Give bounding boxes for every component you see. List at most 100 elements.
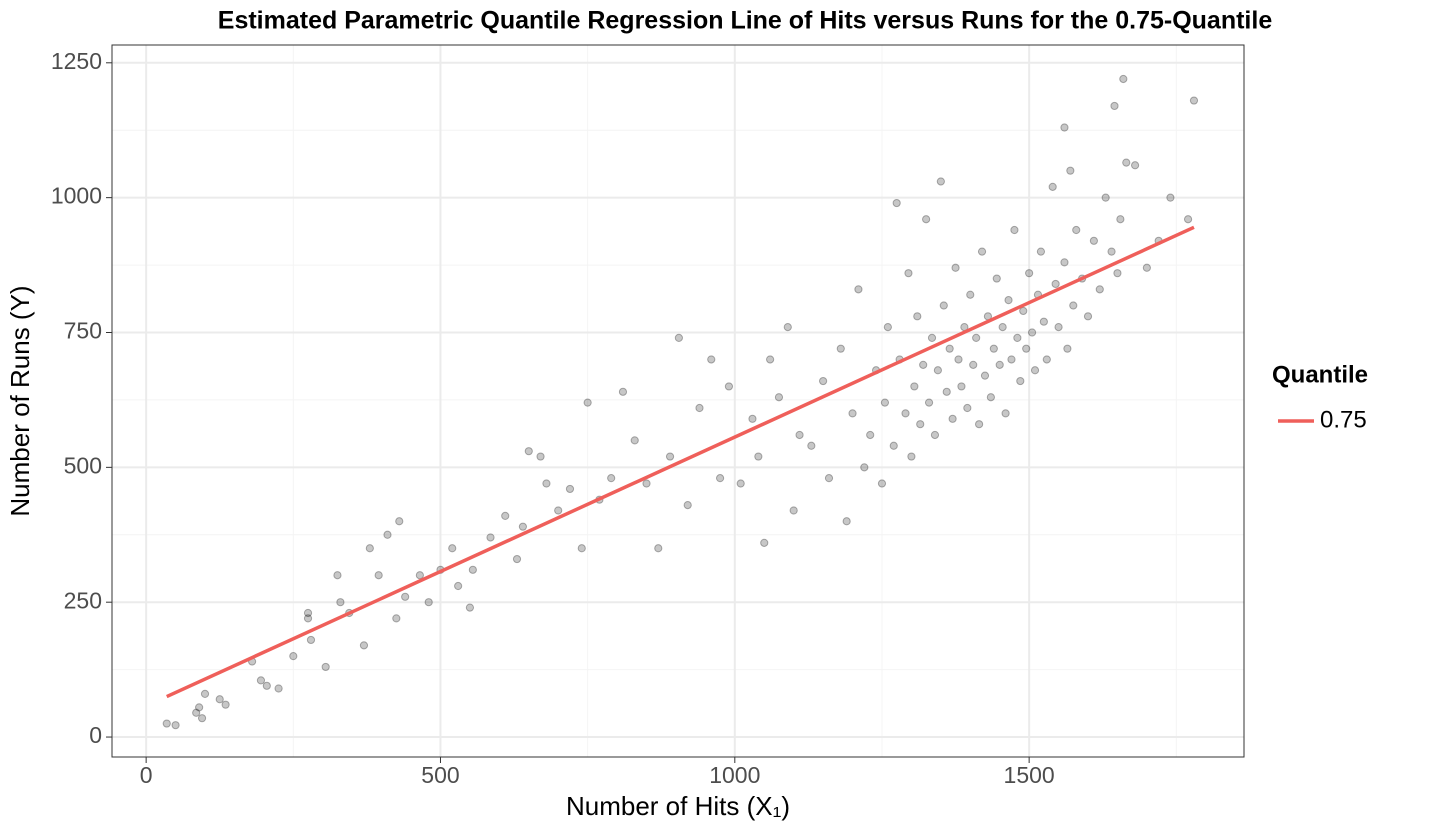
data-point bbox=[454, 581, 463, 591]
data-point bbox=[957, 382, 966, 391]
data-point bbox=[924, 398, 934, 407]
data-point bbox=[907, 452, 916, 461]
data-point bbox=[1004, 296, 1013, 305]
data-point bbox=[807, 441, 816, 450]
data-point bbox=[642, 479, 651, 488]
data-point bbox=[939, 301, 948, 310]
data-point bbox=[995, 360, 1004, 369]
data-point bbox=[262, 681, 271, 690]
data-point bbox=[1036, 247, 1046, 256]
legend-label: 0.75 bbox=[1320, 406, 1367, 433]
data-point bbox=[748, 414, 757, 423]
data-point bbox=[1095, 285, 1104, 294]
x-axis-title: Number of Hits (X₁) bbox=[566, 791, 790, 821]
data-point bbox=[910, 382, 919, 391]
data-point bbox=[665, 452, 675, 461]
data-point bbox=[936, 177, 945, 186]
data-point bbox=[754, 452, 763, 461]
data-point bbox=[966, 290, 975, 299]
data-point bbox=[1022, 344, 1031, 353]
data-point bbox=[1122, 158, 1131, 167]
data-point bbox=[854, 285, 863, 294]
data-point bbox=[883, 323, 892, 332]
data-point bbox=[365, 544, 374, 553]
data-point bbox=[524, 447, 533, 456]
y-tick-label: 0 bbox=[89, 722, 102, 748]
data-point bbox=[975, 420, 984, 429]
data-point bbox=[998, 323, 1007, 332]
data-point bbox=[1183, 215, 1193, 224]
data-point bbox=[919, 360, 928, 369]
y-tick-label: 500 bbox=[64, 452, 102, 478]
data-point bbox=[1142, 263, 1151, 272]
data-point bbox=[866, 430, 875, 440]
data-point bbox=[683, 501, 692, 510]
data-point bbox=[933, 366, 942, 375]
data-point bbox=[468, 565, 477, 574]
data-point bbox=[819, 376, 828, 386]
y-tick-label: 250 bbox=[64, 587, 102, 613]
data-point bbox=[630, 436, 639, 445]
data-point bbox=[1101, 193, 1110, 202]
data-point bbox=[1060, 258, 1069, 267]
data-point bbox=[766, 355, 775, 364]
data-point bbox=[1048, 182, 1057, 191]
data-point bbox=[162, 719, 171, 728]
data-point bbox=[877, 479, 887, 488]
data-point bbox=[1107, 247, 1116, 256]
data-point bbox=[306, 635, 316, 645]
data-point bbox=[945, 344, 954, 353]
x-tick-label: 0 bbox=[140, 762, 153, 788]
data-point bbox=[922, 215, 931, 224]
data-point bbox=[1039, 317, 1048, 326]
data-point bbox=[1019, 306, 1028, 316]
data-point bbox=[760, 538, 769, 547]
data-point bbox=[977, 247, 987, 256]
data-point bbox=[795, 430, 804, 440]
data-point bbox=[1166, 193, 1175, 202]
data-point bbox=[448, 544, 457, 553]
panel-border bbox=[111, 44, 1245, 758]
y-axis-title: Number of Runs (Y) bbox=[5, 285, 35, 516]
data-point bbox=[789, 506, 798, 515]
x-tick-label: 1500 bbox=[1004, 762, 1055, 788]
data-point bbox=[954, 355, 963, 364]
data-point bbox=[901, 409, 910, 418]
data-point bbox=[1001, 409, 1010, 418]
data-point bbox=[221, 700, 230, 709]
data-point bbox=[1025, 269, 1034, 278]
data-point bbox=[889, 441, 898, 450]
data-point bbox=[1060, 123, 1069, 132]
data-point bbox=[1083, 312, 1093, 321]
data-point bbox=[303, 614, 313, 623]
data-point bbox=[1027, 328, 1037, 337]
data-point bbox=[424, 598, 433, 607]
data-point bbox=[848, 409, 857, 418]
data-point bbox=[542, 479, 551, 488]
data-point bbox=[969, 360, 978, 369]
data-point bbox=[501, 511, 510, 520]
data-point bbox=[695, 403, 704, 413]
data-point bbox=[1119, 74, 1128, 84]
data-point bbox=[916, 420, 925, 429]
data-point bbox=[197, 714, 207, 723]
regression-line bbox=[166, 225, 1195, 699]
data-point bbox=[1066, 166, 1075, 175]
data-point bbox=[1013, 333, 1022, 342]
data-point bbox=[989, 344, 998, 353]
data-point bbox=[215, 695, 224, 704]
data-point bbox=[359, 641, 369, 650]
data-point bbox=[992, 274, 1001, 283]
data-point bbox=[289, 652, 298, 661]
data-point bbox=[465, 603, 475, 612]
data-point bbox=[200, 689, 210, 698]
y-tick-label: 750 bbox=[64, 318, 102, 344]
data-point bbox=[1089, 236, 1098, 245]
data-point bbox=[536, 452, 545, 461]
data-point bbox=[824, 474, 834, 483]
data-point bbox=[607, 474, 616, 483]
data-point bbox=[565, 484, 575, 494]
data-point bbox=[321, 662, 330, 672]
data-point bbox=[374, 571, 383, 580]
